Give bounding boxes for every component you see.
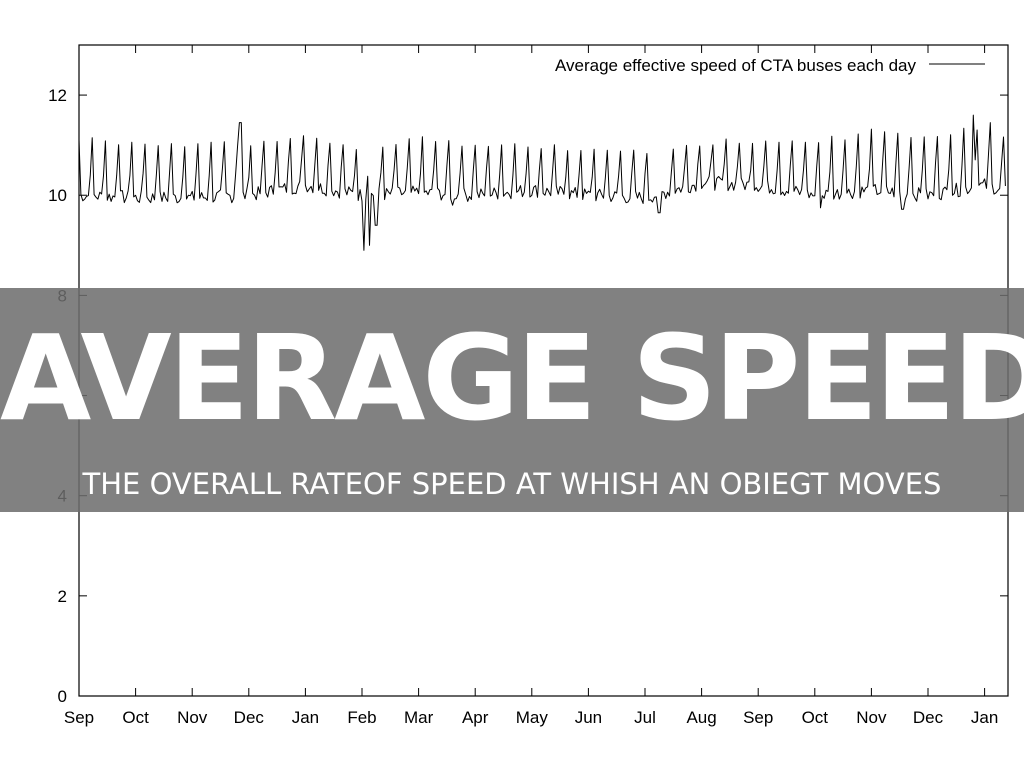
x-tick-label: Dec bbox=[913, 708, 944, 727]
y-tick-label: 0 bbox=[58, 687, 67, 706]
x-tick-label: Sep bbox=[64, 708, 94, 727]
x-tick-label: Apr bbox=[462, 708, 489, 727]
y-tick-label: 10 bbox=[48, 186, 67, 205]
x-tick-label: May bbox=[516, 708, 549, 727]
legend: Average effective speed of CTA buses eac… bbox=[555, 56, 985, 75]
plot-area bbox=[78, 114, 1006, 251]
x-tick-label: Jun bbox=[575, 708, 602, 727]
x-tick-label: Nov bbox=[856, 708, 887, 727]
y-tick-label: 12 bbox=[48, 86, 67, 105]
x-tick-label: Dec bbox=[234, 708, 265, 727]
x-tick-label: Aug bbox=[686, 708, 716, 727]
series-line bbox=[78, 114, 1006, 251]
x-tick-label: Oct bbox=[802, 708, 829, 727]
x-tick-label: Sep bbox=[743, 708, 773, 727]
title-banner: AVERAGE SPEED THE OVERALL RATEOF SPEED A… bbox=[0, 288, 1024, 512]
legend-label: Average effective speed of CTA buses eac… bbox=[555, 56, 917, 75]
banner-subtitle: THE OVERALL RATEOF SPEED AT WHISH AN OBI… bbox=[82, 467, 942, 501]
x-tick-label: Mar bbox=[404, 708, 434, 727]
x-axis: Sep Oct Nov Dec Jan Feb Mar Apr May Jun Jul Aug Sep O… bbox=[64, 45, 998, 727]
x-tick-label: Jul bbox=[634, 708, 656, 727]
banner-title: AVERAGE SPEED bbox=[0, 309, 1024, 447]
x-tick-label: Feb bbox=[347, 708, 376, 727]
y-tick-label: 2 bbox=[58, 587, 67, 606]
x-tick-label: Jan bbox=[971, 708, 998, 727]
x-tick-label: Oct bbox=[122, 708, 149, 727]
x-tick-label: Jan bbox=[292, 708, 319, 727]
x-tick-label: Nov bbox=[177, 708, 208, 727]
